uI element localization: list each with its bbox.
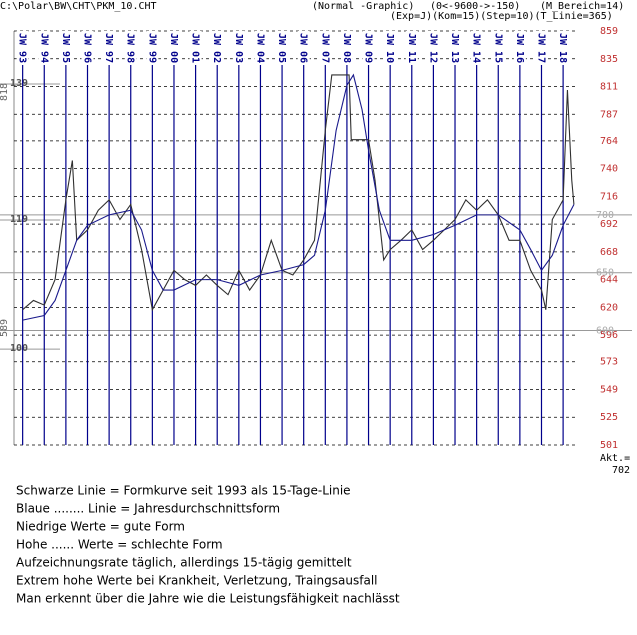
year-label-bg: [340, 31, 353, 65]
year-label-bg: [492, 31, 505, 65]
year-label-bg: [38, 31, 51, 65]
y-tick-label: 859: [600, 26, 618, 37]
x-tick-label: JW 15: [492, 33, 503, 63]
x-tick-label: JW 16: [514, 33, 525, 63]
year-label-bg: [427, 31, 440, 65]
year-label-bg: [124, 31, 137, 65]
reference-label: 600: [596, 326, 614, 337]
y-tick-label: 764: [600, 136, 618, 147]
year-label-bg: [384, 31, 397, 65]
year-label-bg: [146, 31, 159, 65]
y-tick-label: 525: [600, 412, 618, 423]
current-value: 702: [612, 465, 630, 476]
y2-tick-label: 100: [10, 343, 28, 354]
y-tick-label: 692: [600, 219, 618, 230]
x-tick-label: JW 13: [449, 33, 460, 63]
y-tick-label: 549: [600, 384, 618, 395]
year-label-bg: [81, 31, 94, 65]
side-label: 589: [0, 319, 10, 337]
note: Blaue ........ Linie = Jahresdurchschnit…: [16, 502, 280, 516]
note: Aufzeichnungsrate täglich, allerdings 15…: [16, 556, 352, 570]
y-tick-label: 787: [600, 109, 618, 120]
x-tick-label: JW 12: [427, 33, 438, 63]
note: Schwarze Linie = Formkurve seit 1993 als…: [16, 484, 351, 498]
x-tick-label: JW 18: [557, 33, 568, 63]
x-tick-label: JW 08: [341, 33, 352, 63]
reference-label: 700: [596, 210, 614, 221]
header-bereich: (M_Bereich=14): [540, 1, 624, 12]
y-tick-label: 501: [600, 440, 618, 451]
x-tick-label: JW 14: [471, 33, 482, 63]
year-label-bg: [211, 31, 224, 65]
x-tick-label: JW 94: [38, 33, 49, 63]
y-tick-label: 668: [600, 247, 618, 258]
x-tick-label: JW 00: [168, 33, 179, 63]
year-label-bg: [405, 31, 418, 65]
year-label-bg: [557, 31, 570, 65]
x-tick-label: JW 17: [535, 33, 546, 63]
year-label-bg: [254, 31, 267, 65]
year-label-bg: [232, 31, 245, 65]
x-tick-label: JW 97: [103, 33, 114, 63]
y2-tick-label: 139: [10, 78, 28, 89]
year-label-bg: [449, 31, 462, 65]
year-label-bg: [319, 31, 332, 65]
year-label-bg: [103, 31, 116, 65]
year-label-bg: [16, 31, 29, 65]
y-tick-label: 716: [600, 191, 618, 202]
reference-label: 650: [596, 268, 614, 279]
x-tick-label: JW 96: [82, 33, 93, 63]
file-title: C:\Polar\BW\CHT\PKM_10.CHT: [0, 1, 157, 12]
x-tick-label: JW 95: [60, 33, 71, 63]
x-tick-label: JW 02: [211, 33, 222, 63]
note: Man erkennt über die Jahre wie die Leist…: [16, 592, 400, 606]
side-label: 818: [0, 83, 10, 101]
year-label-bg: [470, 31, 483, 65]
year-label-bg: [297, 31, 310, 65]
y-tick-label: 835: [600, 54, 618, 65]
year-label-bg: [362, 31, 375, 65]
year-label-bg: [276, 31, 289, 65]
series-line: [22, 74, 575, 312]
x-tick-label: JW 07: [319, 33, 330, 63]
x-tick-label: JW 06: [298, 33, 309, 63]
x-tick-label: JW 09: [363, 33, 374, 63]
x-tick-label: JW 01: [190, 33, 201, 63]
y-tick-label: 740: [600, 164, 618, 175]
x-tick-label: JW 99: [146, 33, 157, 63]
note: Extrem hohe Werte bei Krankheit, Verletz…: [16, 574, 377, 588]
y2-tick-label: 119: [10, 214, 28, 225]
year-label-bg: [535, 31, 548, 65]
y-tick-label: 573: [600, 357, 618, 368]
year-label-bg: [189, 31, 202, 65]
series-line: [22, 73, 575, 321]
note: Niedrige Werte = gute Form: [16, 520, 185, 534]
y-tick-label: 596: [600, 330, 618, 341]
x-tick-label: JW 05: [276, 33, 287, 63]
year-label-bg: [59, 31, 72, 65]
year-label-bg: [167, 31, 180, 65]
header-mode: (Normal -Graphic): [312, 1, 414, 12]
current-label: Akt.=: [600, 453, 630, 464]
header-range: (0<-9600->-150): [430, 1, 520, 12]
note: Hohe ...... Werte = schlechte Form: [16, 538, 223, 552]
x-tick-label: JW 93: [17, 33, 28, 63]
x-tick-label: JW 11: [406, 33, 417, 63]
header-settings: (Exp=J)(Kom=15)(Step=10)(T_Linie=365): [390, 11, 613, 22]
y-tick-label: 620: [600, 302, 618, 313]
x-tick-label: JW 98: [125, 33, 136, 63]
x-tick-label: JW 10: [384, 33, 395, 63]
y-tick-label: 811: [600, 82, 618, 93]
y-tick-label: 644: [600, 275, 618, 286]
x-tick-label: JW 03: [233, 33, 244, 63]
x-tick-label: JW 04: [254, 33, 265, 63]
year-label-bg: [513, 31, 526, 65]
